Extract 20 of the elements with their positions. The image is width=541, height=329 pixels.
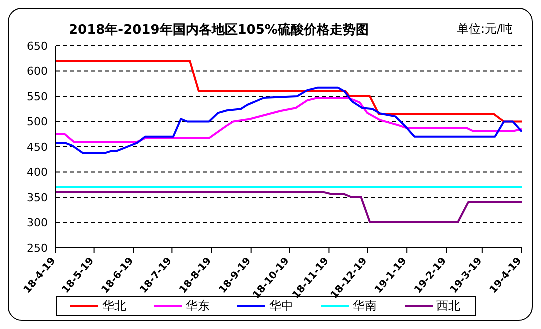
y-tick-label: 400 xyxy=(27,166,48,180)
line-series xyxy=(56,97,522,143)
y-tick-label: 350 xyxy=(27,191,48,204)
legend-label: 华南 xyxy=(353,298,378,314)
y-tick-label: 650 xyxy=(27,40,48,53)
line-series xyxy=(56,191,522,224)
chart-subtitle: 单位:元/吨 xyxy=(457,21,514,38)
y-tick-label: 550 xyxy=(27,90,48,104)
y-tick-label: 450 xyxy=(27,140,48,154)
line-series xyxy=(56,60,522,123)
chart-title: 2018年-2019年国内各地区105%硫酸价格走势图 xyxy=(69,22,369,39)
legend-label: 华北 xyxy=(102,298,126,314)
legend-label: 华东 xyxy=(186,298,210,314)
y-tick-label: 500 xyxy=(27,116,48,129)
legend-label: 西北 xyxy=(436,298,461,314)
y-tick-label: 600 xyxy=(27,65,48,78)
y-tick-label: 300 xyxy=(27,216,48,230)
y-tick-label: 250 xyxy=(27,242,48,255)
legend-label: 华中 xyxy=(269,298,294,314)
line-series xyxy=(56,86,522,154)
